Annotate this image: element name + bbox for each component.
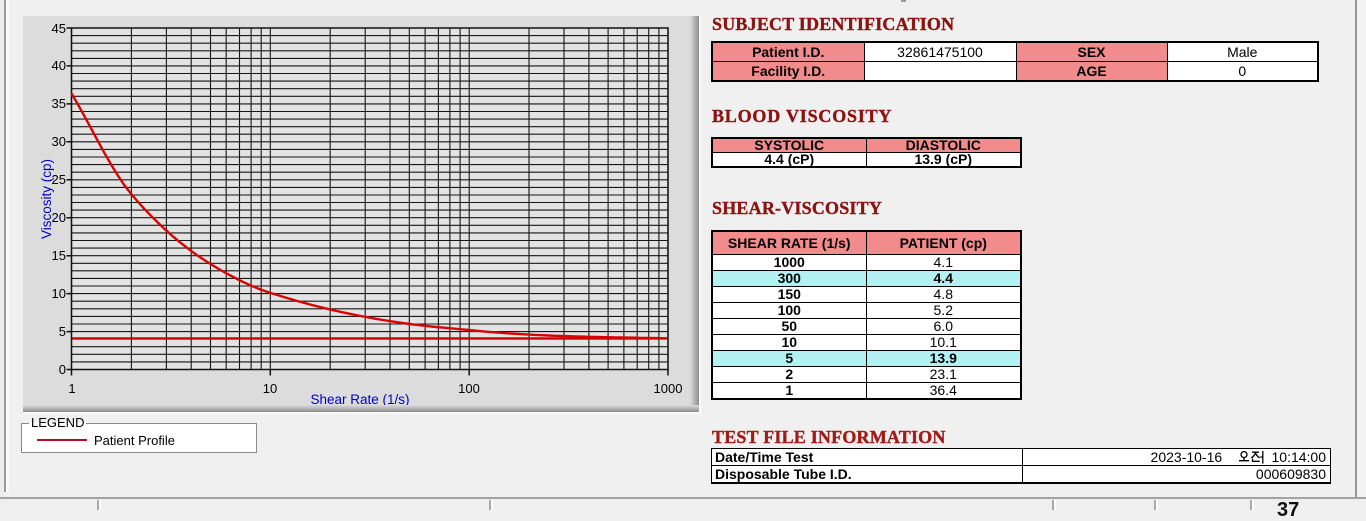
svg-text:5: 5 <box>59 324 66 339</box>
svg-text:15: 15 <box>52 248 66 263</box>
svg-text:Viscosity (cp): Viscosity (cp) <box>39 159 54 239</box>
svg-text:25: 25 <box>52 172 66 187</box>
svg-text:30: 30 <box>52 134 66 149</box>
svg-text:40: 40 <box>52 58 66 73</box>
svg-text:45: 45 <box>52 21 66 36</box>
svg-text:Shear Rate (1/s): Shear Rate (1/s) <box>310 392 409 407</box>
svg-text:1: 1 <box>68 381 75 396</box>
svg-text:20: 20 <box>52 210 66 225</box>
svg-text:0: 0 <box>59 362 66 377</box>
svg-text:10: 10 <box>52 286 66 301</box>
svg-text:35: 35 <box>52 96 66 111</box>
svg-text:100: 100 <box>458 381 480 396</box>
svg-text:1000: 1000 <box>654 381 683 396</box>
svg-text:10: 10 <box>263 381 277 396</box>
